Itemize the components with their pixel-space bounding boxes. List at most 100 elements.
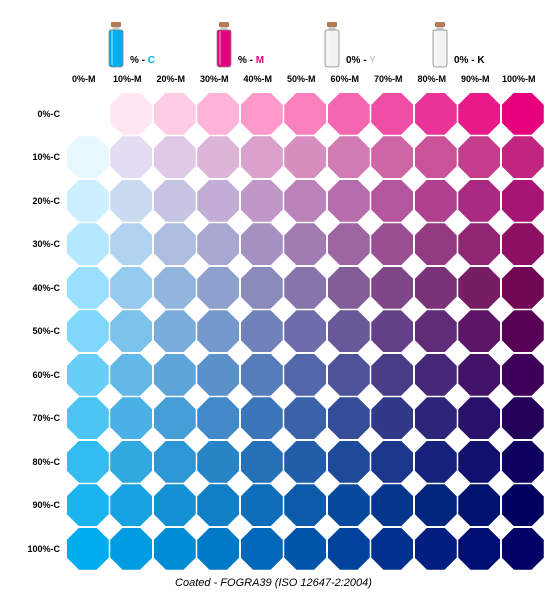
swatch-octagon	[371, 180, 413, 222]
swatch-cell	[501, 223, 545, 267]
swatch-octagon	[415, 397, 457, 439]
swatch-cell	[458, 136, 502, 180]
swatch-cell	[414, 527, 458, 571]
swatch-cell	[66, 92, 110, 136]
swatch-cell	[197, 179, 241, 223]
row-header: 90%-C	[0, 500, 66, 510]
bottle-letter: Y	[369, 55, 376, 66]
swatch-cell	[501, 527, 545, 571]
swatch-octagon	[67, 354, 109, 396]
swatch-octagon	[241, 397, 283, 439]
swatch-cell	[371, 527, 415, 571]
swatch-octagon	[67, 484, 109, 526]
swatch-cell	[284, 440, 328, 484]
swatch-octagon	[458, 441, 500, 483]
swatch-cell	[458, 397, 502, 441]
swatch-cell	[371, 136, 415, 180]
swatch-cell	[153, 440, 197, 484]
swatch-cell	[110, 92, 154, 136]
swatch-cell	[458, 310, 502, 354]
swatch-octagon	[284, 267, 326, 309]
swatch-cell	[110, 136, 154, 180]
swatch-cell	[197, 353, 241, 397]
swatch-cell	[284, 179, 328, 223]
col-header: 100%-M	[497, 74, 541, 84]
swatch-grid: 0%-C10%-C20%-C30%-C40%-C50%-C60%-C70%-C8…	[0, 92, 547, 571]
swatch-octagon	[458, 267, 500, 309]
swatch-octagon	[241, 93, 283, 135]
swatch-octagon	[502, 180, 544, 222]
swatch-cell	[110, 397, 154, 441]
swatch-cell	[284, 136, 328, 180]
swatch-octagon	[458, 484, 500, 526]
swatch-row: 50%-C	[0, 310, 547, 354]
swatch-cell	[327, 266, 371, 310]
swatch-cell	[327, 440, 371, 484]
col-header: 70%-M	[367, 74, 411, 84]
swatch-cell	[240, 527, 284, 571]
swatch-cell	[414, 179, 458, 223]
swatch-octagon	[241, 310, 283, 352]
swatch-cell	[414, 397, 458, 441]
swatch-cell	[458, 223, 502, 267]
swatch-cell	[66, 136, 110, 180]
swatch-cell	[414, 440, 458, 484]
swatch-cell	[501, 136, 545, 180]
col-header: 0%-M	[62, 74, 106, 84]
swatch-cell	[197, 527, 241, 571]
row-header: 70%-C	[0, 413, 66, 423]
swatch-octagon	[67, 310, 109, 352]
row-header: 50%-C	[0, 326, 66, 336]
swatch-octagon	[197, 441, 239, 483]
swatch-cell	[458, 353, 502, 397]
swatch-cell	[240, 484, 284, 528]
swatch-cell	[197, 223, 241, 267]
swatch-octagon	[371, 441, 413, 483]
swatch-cell	[110, 310, 154, 354]
swatch-octagon	[502, 484, 544, 526]
swatch-cell	[284, 223, 328, 267]
swatch-octagon	[241, 223, 283, 265]
swatch-octagon	[197, 136, 239, 178]
swatch-octagon	[415, 267, 457, 309]
swatch-octagon	[154, 93, 196, 135]
swatch-cell	[458, 266, 502, 310]
swatch-octagon	[154, 180, 196, 222]
swatch-cell	[284, 484, 328, 528]
ink-y: 0% - Y	[321, 22, 409, 68]
col-header: 90%-M	[454, 74, 498, 84]
swatch-cell	[501, 92, 545, 136]
swatch-octagon	[154, 223, 196, 265]
swatch-cell	[284, 310, 328, 354]
swatch-row: 80%-C	[0, 440, 547, 484]
swatch-octagon	[415, 528, 457, 570]
swatch-cell	[284, 397, 328, 441]
swatch-octagon	[284, 136, 326, 178]
swatch-cell	[197, 440, 241, 484]
swatch-cell	[153, 397, 197, 441]
swatch-cell	[197, 397, 241, 441]
swatch-octagon	[110, 93, 152, 135]
swatch-octagon	[415, 180, 457, 222]
swatch-cell	[284, 92, 328, 136]
swatch-octagon	[197, 93, 239, 135]
swatch-octagon	[110, 310, 152, 352]
swatch-cell	[371, 223, 415, 267]
swatch-octagon	[328, 354, 370, 396]
swatch-octagon	[67, 136, 109, 178]
swatch-octagon	[110, 223, 152, 265]
ink-k: 0% - K	[429, 22, 517, 68]
swatch-octagon	[154, 267, 196, 309]
swatch-cell	[66, 179, 110, 223]
swatch-cell	[414, 266, 458, 310]
swatch-cell	[327, 353, 371, 397]
swatch-cell	[240, 92, 284, 136]
chart-footer: Coated - FOGRA39 (ISO 12647-2:2004)	[0, 577, 547, 589]
swatch-row: 100%-C	[0, 527, 547, 571]
swatch-octagon	[284, 354, 326, 396]
bottle-label: % - C	[130, 55, 155, 68]
swatch-octagon	[502, 397, 544, 439]
swatch-octagon	[284, 528, 326, 570]
swatch-octagon	[110, 180, 152, 222]
column-headers: 0%-M10%-M20%-M30%-M40%-M50%-M60%-M70%-M8…	[0, 74, 547, 84]
